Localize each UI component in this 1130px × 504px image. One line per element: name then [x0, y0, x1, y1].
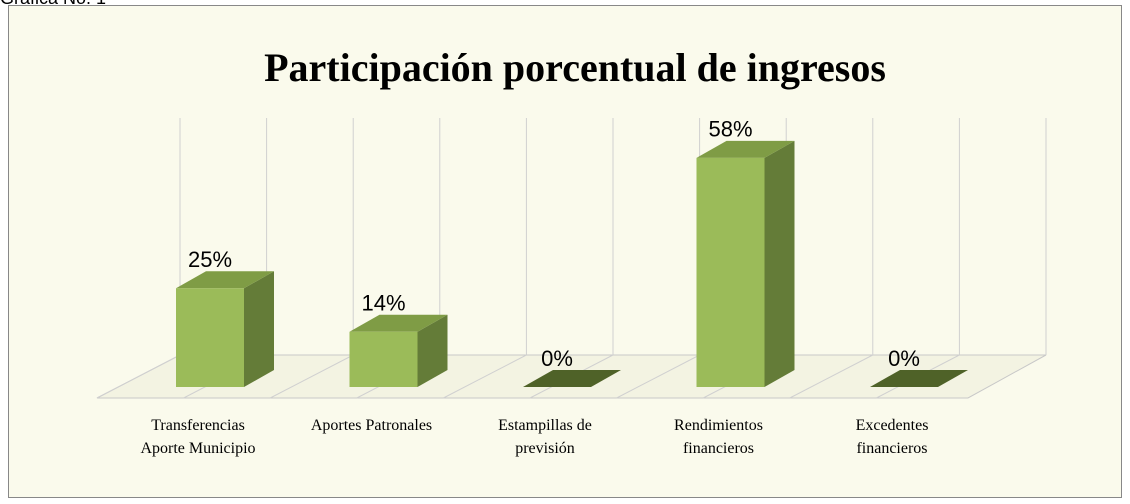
bar [523, 370, 621, 387]
x-tick-label: Transferencias Aporte Municipio [140, 417, 256, 457]
x-tick-label: Aportes Patronales [310, 417, 433, 434]
value-label: 0% [888, 346, 920, 371]
value-label: 58% [708, 117, 752, 142]
value-label: 0% [541, 346, 573, 371]
bar [349, 314, 448, 387]
bar [176, 271, 274, 387]
bar [870, 370, 968, 387]
floor-line [269, 354, 354, 399]
bar-side [764, 140, 795, 387]
floor-line [616, 354, 700, 399]
bar-top [176, 271, 274, 289]
bar-top [696, 140, 795, 158]
value-label: 25% [188, 247, 232, 272]
value-label: 14% [361, 291, 405, 316]
bar-top [349, 314, 448, 332]
floor-line [96, 354, 181, 399]
caption: Gráfica No. 1 [0, 0, 106, 9]
chart-title: Participación porcentual de ingresos [264, 45, 886, 90]
bar-top [523, 370, 621, 387]
bar-side [417, 314, 448, 387]
chart-frame [8, 5, 1122, 498]
bar-front [696, 157, 765, 387]
bar-front [349, 331, 418, 387]
x-tick-label: Excedentes financieros [855, 417, 929, 457]
bar-front [176, 288, 244, 387]
bar [696, 140, 795, 387]
bar-top [870, 370, 968, 387]
x-tick-label: Rendimientos financieros [674, 417, 763, 457]
bar-side [244, 271, 274, 387]
floor-line [789, 354, 874, 399]
x-tick-label: Estampillas de previsión [498, 417, 592, 457]
floor-line [443, 354, 527, 399]
